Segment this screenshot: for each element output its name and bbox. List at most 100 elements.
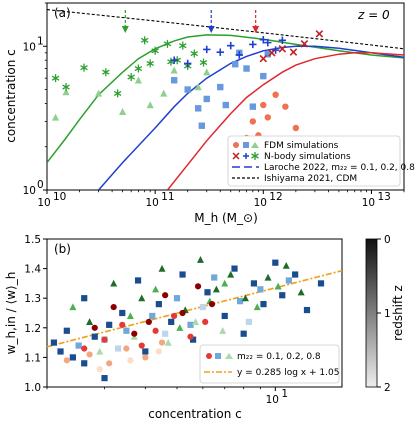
point-a-54 [260,101,267,109]
point-b-24 [292,271,299,278]
a-ytick-label-0: 10 [23,185,36,197]
point-b-63 [164,338,172,346]
point-b-66 [91,324,98,331]
point-a-44 [227,41,235,50]
b-ytick-label-4: 1.4 [24,264,41,276]
point-b-70 [162,292,169,299]
point-b-0 [50,339,58,346]
point-b-42 [110,279,118,287]
curve-green [47,34,404,164]
point-b-90 [155,348,162,355]
legend-b-square [215,353,221,359]
point-b-65 [219,327,227,334]
a-ytick-exp-0: 0 [37,179,44,191]
point-b-67 [110,303,117,311]
point-b-21 [260,301,267,308]
legend-b-markers-label: m₂₂ = 0.1, 0.2, 0.8 [237,352,321,362]
legend-b-entry-markers: m₂₂ = 0.1, 0.2, 0.8 [206,352,321,362]
b-ytick-label-0: 1.0 [24,382,41,394]
point-b-11 [142,348,149,355]
a-xtick-exp-3: 13 [377,191,390,203]
panel-b-points [50,256,325,382]
legend-a-entry-fdm: FDM simulations [233,141,339,151]
point-b-25 [303,306,311,314]
point-b-82 [63,357,70,364]
point-a-39 [264,51,271,58]
point-a-48 [264,38,272,47]
point-b-58 [221,279,229,287]
point-a-36 [243,65,250,72]
colorbar-ticks: 0 1 2 [377,234,391,394]
point-b-13 [168,318,175,325]
point-a-59 [259,54,268,63]
point-b-77 [138,342,145,349]
colorbar-label: redshift z [391,285,405,341]
point-b-53 [69,303,77,311]
panel-a-label: (a) [54,6,71,20]
point-a-49 [271,46,280,54]
cbar-tick-label-1: 1 [384,308,391,320]
point-b-64 [192,318,200,325]
panel-a-arrows [121,10,260,33]
point-b-49 [241,294,249,302]
arrow-0-head [121,26,129,33]
point-b-80 [187,333,194,340]
point-b-73 [208,301,216,308]
curve-red [166,52,404,190]
point-b-60 [274,282,282,290]
legend-a-entry-nbody: N-body simulations [232,152,351,162]
point-b-68 [131,330,138,337]
legend-b-entry-fit: y = 0.285 log x + 1.05 [204,368,339,378]
point-a-26 [199,58,208,67]
point-a-55 [264,114,271,121]
curve-ishiyama [47,9,404,50]
legend-a-entry-ishiyama: Ishiyama 2021, CDM [232,174,357,184]
point-a-7 [170,66,178,74]
panel-a-points [51,30,324,142]
point-a-1 [62,88,70,96]
point-b-37 [114,345,122,352]
point-b-89 [127,357,134,364]
point-b-16 [204,289,211,296]
point-a-12 [80,63,88,72]
panel-b-xlabel: concentration c [148,407,242,421]
point-a-42 [203,45,211,54]
point-a-3 [118,107,127,115]
point-a-15 [127,73,135,82]
legend-a-ishiyama-label: Ishiyama 2021, CDM [264,174,357,184]
point-a-11 [62,83,70,92]
point-a-4 [134,76,142,84]
colorbar: 0 1 2 redshift z [365,234,405,394]
point-b-43 [138,294,146,302]
point-b-75 [101,336,108,343]
point-b-72 [194,283,202,290]
point-b-17 [221,312,228,320]
point-a-20 [163,39,172,48]
point-b-1 [57,348,64,355]
panel-b-label: (b) [54,242,71,256]
b-xtick-exp-0: 1 [281,388,288,400]
legend-a-entry-laroche: Laroche 2022, m₂₂ = 0.1, 0.2, 0.8 [232,163,415,173]
a-xtick-exp-2: 12 [269,191,282,203]
a-xtick-exp-1: 11 [161,191,174,203]
point-b-7 [101,375,108,382]
point-b-19 [240,330,247,337]
point-a-14 [113,89,122,98]
a-xtick-label-1: 10 [145,197,158,209]
point-b-85 [123,345,130,352]
a-xtick-label-0: 10 [37,197,50,209]
point-a-9 [203,68,211,76]
arrow-1-head [207,26,215,33]
point-a-61 [278,45,287,53]
a-ytick-exp-1: 1 [37,35,44,47]
point-b-48 [227,270,235,278]
panel-b-legend-box [199,344,340,384]
point-b-31 [173,295,181,302]
legend-a-fdm-label: FDM simulations [264,141,339,151]
point-a-45 [235,51,244,59]
point-a-18 [146,59,154,68]
legend-a-laroche-label: Laroche 2022, m₂₂ = 0.1, 0.2, 0.8 [264,163,415,173]
point-b-36 [285,277,292,284]
